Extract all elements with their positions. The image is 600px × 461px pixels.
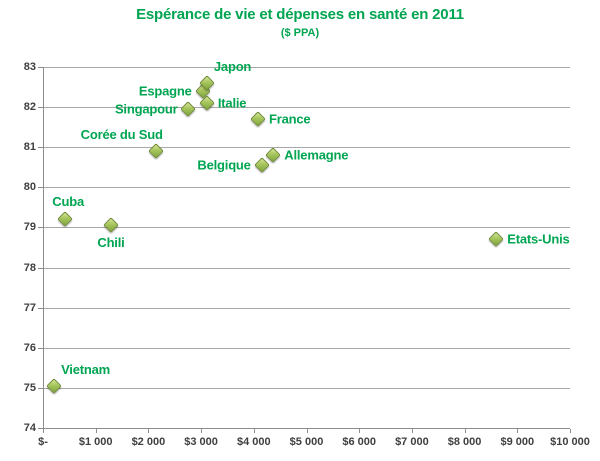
data-point-label: Japon: [213, 59, 252, 75]
y-gridline: [43, 147, 570, 149]
data-point-marker: [147, 143, 164, 159]
data-point-marker: [253, 157, 270, 174]
x-axis-tick-label: $-: [38, 436, 48, 448]
y-gridline: [43, 107, 570, 109]
y-axis-tick-label: 78: [23, 261, 36, 274]
x-axis-tick: [43, 429, 44, 433]
data-point-label: Allemagne: [284, 147, 349, 163]
y-axis-tick: [38, 107, 43, 109]
y-axis-tick-label: 81: [23, 141, 36, 154]
x-axis-tick: [201, 429, 203, 433]
y-axis-tick: [38, 147, 43, 149]
y-axis-tick-label: 80: [23, 181, 36, 194]
y-gridline: [43, 307, 570, 309]
y-axis-tick-label: 75: [23, 381, 36, 394]
data-point-label: Italie: [217, 95, 247, 111]
data-point-label: Espagne: [138, 83, 192, 99]
data-point-label: Belgique: [197, 157, 251, 173]
x-axis-tick-label: $5 000: [289, 436, 324, 448]
x-axis-tick-label: $8 000: [447, 436, 482, 448]
data-point-label: Etats-Unis: [507, 231, 570, 247]
y-axis-tick: [38, 347, 43, 349]
data-point-label: Chili: [97, 235, 125, 251]
x-axis-tick-label: $7 000: [395, 436, 429, 448]
y-axis-tick: [38, 187, 43, 189]
x-axis-tick-label: $3 000: [184, 436, 218, 448]
x-axis-tick: [464, 429, 466, 433]
x-axis-tick: [306, 429, 308, 433]
x-axis-tick-label: $2 000: [131, 436, 166, 448]
y-axis-tick-label: 74: [23, 422, 36, 434]
y-axis-tick-label: 82: [23, 101, 36, 114]
x-axis-line: [43, 428, 570, 429]
y-axis-tick: [38, 67, 43, 68]
y-axis-tick-label: 83: [23, 61, 36, 73]
data-point-label: Singapour: [114, 101, 178, 117]
data-point-label: Vietnam: [61, 361, 110, 377]
y-axis-tick: [38, 227, 43, 229]
x-axis-tick: [359, 429, 361, 433]
data-point-marker: [180, 101, 197, 117]
y-gridline: [43, 347, 570, 349]
data-point-marker: [46, 378, 62, 394]
y-gridline: [43, 227, 570, 229]
data-point-label: Cuba: [52, 194, 84, 210]
y-axis-tick-label: 77: [23, 301, 36, 314]
data-point-marker: [250, 111, 266, 127]
x-axis-tick-label: $10 000: [550, 436, 590, 448]
y-axis-tick: [38, 428, 43, 429]
y-gridline: [43, 267, 570, 269]
y-gridline: [43, 387, 570, 389]
y-axis-tick-label: 79: [23, 221, 36, 234]
chart-title: Espérance de vie et dépenses en santé en…: [136, 6, 464, 23]
y-gridline: [43, 187, 570, 189]
data-point-marker: [103, 217, 119, 234]
x-axis-tick-label: $6 000: [342, 436, 377, 448]
y-axis-line: [43, 67, 44, 428]
x-axis-tick: [95, 429, 97, 433]
data-point-marker: [488, 231, 504, 248]
data-point-marker: [57, 211, 73, 228]
y-gridline: [43, 67, 570, 68]
chart-subtitle: ($ PPA): [280, 27, 320, 39]
x-axis-tick-label: $4 000: [236, 436, 271, 448]
x-axis-tick: [253, 429, 255, 433]
x-axis-tick: [517, 429, 519, 433]
y-axis-tick: [38, 267, 43, 269]
y-axis-tick: [38, 387, 43, 389]
x-axis-tick: [411, 429, 413, 433]
x-axis-tick: [148, 429, 150, 433]
y-axis-tick-label: 76: [23, 341, 36, 354]
data-point-label: France: [269, 111, 311, 127]
data-point-label: Corée du Sud: [80, 127, 163, 143]
x-axis-tick-label: $9 000: [500, 436, 535, 448]
data-point-marker: [265, 147, 282, 164]
x-axis-tick-label: $1 000: [78, 436, 113, 448]
x-axis-tick: [570, 429, 571, 433]
y-axis-tick: [38, 307, 43, 309]
